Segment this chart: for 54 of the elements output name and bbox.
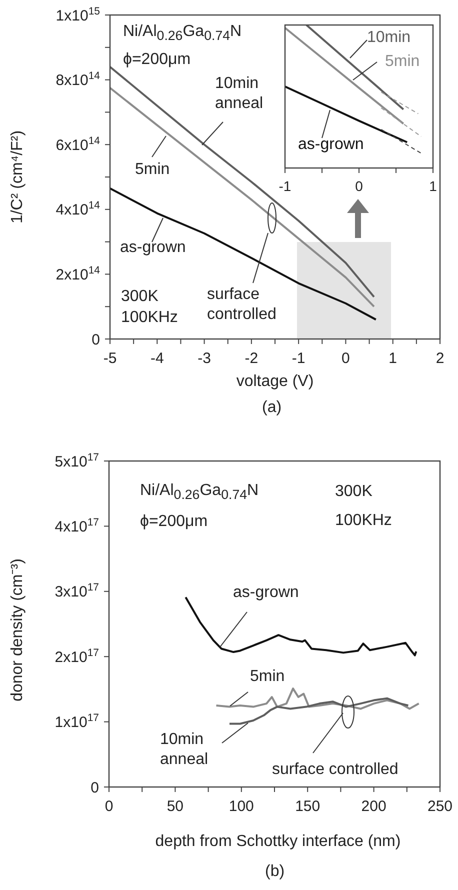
x-tick-label: 0 [104, 798, 114, 815]
y-tick-label: 0 [90, 779, 99, 796]
y-tick-label: 4x10$^{17}$ [54, 516, 100, 536]
x-tick-label: 200 [361, 798, 386, 815]
x-tick-label: 1 [388, 350, 398, 367]
x-tick-label: -2 [244, 350, 258, 367]
annotation: ϕ=200μm [140, 512, 209, 532]
series-label: as-grown [120, 238, 187, 258]
series-label: 5min [135, 160, 171, 180]
x-tick-label: 250 [427, 798, 453, 815]
series-label: as-grown [298, 135, 365, 155]
y-tick-label: 4x10$^{14}$ [56, 200, 100, 219]
x-tick-label: -3 [198, 350, 211, 367]
annotation: ϕ=200μm [123, 50, 192, 70]
y-tick-label: 3x10$^{17}$ [54, 582, 100, 601]
y-tick-label: 1x10$^{15}$ [56, 5, 100, 24]
x-tick-label: -1 [278, 178, 292, 194]
annotation: Ni/Al$_{0.26}$Ga$_{0.74}$N [140, 482, 259, 502]
x-tick-label: 0 [342, 350, 350, 367]
y-axis-title: 1/C² (cm⁴/F²) [8, 130, 27, 224]
y-tick-label: 0 [92, 331, 100, 348]
annotation: Ni/Al$_{0.26}$Ga$_{0.74}$N [123, 22, 243, 46]
series-label: 5min [250, 667, 286, 687]
y-tick-label: 8x10$^{14}$ [56, 70, 100, 90]
y-tick-label: 2x10$^{17}$ [54, 646, 100, 666]
text: as-grown [233, 583, 300, 603]
annotation: 300K [121, 287, 160, 307]
x-tick-label: 0 [355, 178, 364, 194]
annotation: 100KHz [335, 511, 393, 531]
y-tick-label: 1x10$^{17}$ [54, 712, 100, 732]
x-tick-label: -5 [103, 350, 117, 367]
series-label: 10min [367, 28, 412, 48]
y-tick-label: 5x10$^{17}$ [54, 451, 100, 470]
series-label: 5min [385, 52, 421, 72]
text: (a) [262, 398, 283, 418]
annotation: surface controlled [272, 760, 400, 780]
y-tick-label: 2x10$^{14}$ [56, 264, 100, 284]
annotation: 300K [335, 482, 374, 502]
x-tick-label: 2 [436, 350, 444, 367]
x-axis-title: depth from Schottky interface (nm) [155, 832, 401, 852]
x-tick-label: 150 [295, 798, 320, 815]
y-axis-title: donor density (cm⁻³) [8, 558, 27, 702]
annotation: surface controlled [207, 285, 278, 325]
x-tick-label: 50 [166, 798, 184, 815]
x-tick-label: -4 [150, 350, 164, 367]
x-axis-title: voltage (V) [236, 372, 314, 392]
x-tick-label: 1 [429, 178, 438, 194]
x-tick-label: -1 [292, 350, 306, 367]
series-label: 10min anneal [160, 730, 210, 770]
annotation: 100KHz [121, 308, 179, 328]
y-tick-label: 6x10$^{14}$ [56, 134, 100, 154]
x-tick-label: 100 [228, 798, 254, 815]
text: (b) [265, 862, 286, 882]
series-label: 10min anneal [215, 74, 264, 114]
